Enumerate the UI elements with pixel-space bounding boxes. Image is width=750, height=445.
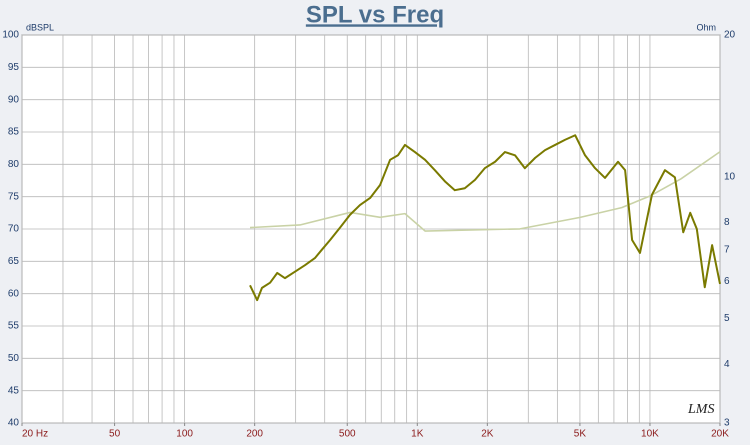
series-line: [249, 151, 721, 232]
chart-title: SPL vs Freq: [306, 1, 444, 28]
y-tick-label: 50: [8, 353, 20, 364]
x-tick-label: 20K: [711, 429, 729, 440]
y2-tick-label: 3: [724, 418, 730, 429]
x-tick-label: 1K: [411, 429, 424, 440]
x-tick-label: 100: [176, 429, 193, 440]
y-axis-label: dBSPL: [26, 22, 54, 32]
x-tick-label: 20 Hz: [22, 429, 48, 440]
y2-tick-label: 20: [724, 30, 736, 41]
y2-tick-label: 6: [724, 276, 730, 287]
y2-tick-label: 8: [724, 217, 730, 228]
series-line: [249, 134, 721, 302]
y-tick-label: 45: [8, 385, 20, 396]
y-tick-label: 55: [8, 321, 20, 332]
y-tick-label: 100: [2, 30, 19, 41]
y-tick-label: 80: [8, 159, 20, 170]
y-tick-label: 70: [8, 224, 20, 235]
x-tick-label: 50: [109, 429, 121, 440]
x-tick-label: 200: [246, 429, 263, 440]
y2-axis-label: Ohm: [696, 22, 716, 32]
watermark: LMS: [687, 402, 714, 417]
y2-tick-label: 7: [724, 244, 730, 255]
y-tick-label: 40: [8, 418, 20, 429]
y2-tick-label: 10: [724, 171, 736, 182]
y-tick-label: 90: [8, 94, 20, 105]
x-tick-label: 2K: [481, 429, 494, 440]
y-tick-label: 60: [8, 288, 20, 299]
y-tick-label: 85: [8, 127, 20, 138]
x-tick-label: 500: [339, 429, 356, 440]
x-tick-label: 5K: [574, 429, 587, 440]
y-tick-label: 95: [8, 62, 20, 73]
y2-tick-label: 4: [724, 359, 730, 370]
x-tick-label: 10K: [641, 429, 659, 440]
y2-tick-label: 5: [724, 313, 730, 324]
y-tick-label: 75: [8, 191, 20, 202]
y-tick-label: 65: [8, 256, 20, 267]
